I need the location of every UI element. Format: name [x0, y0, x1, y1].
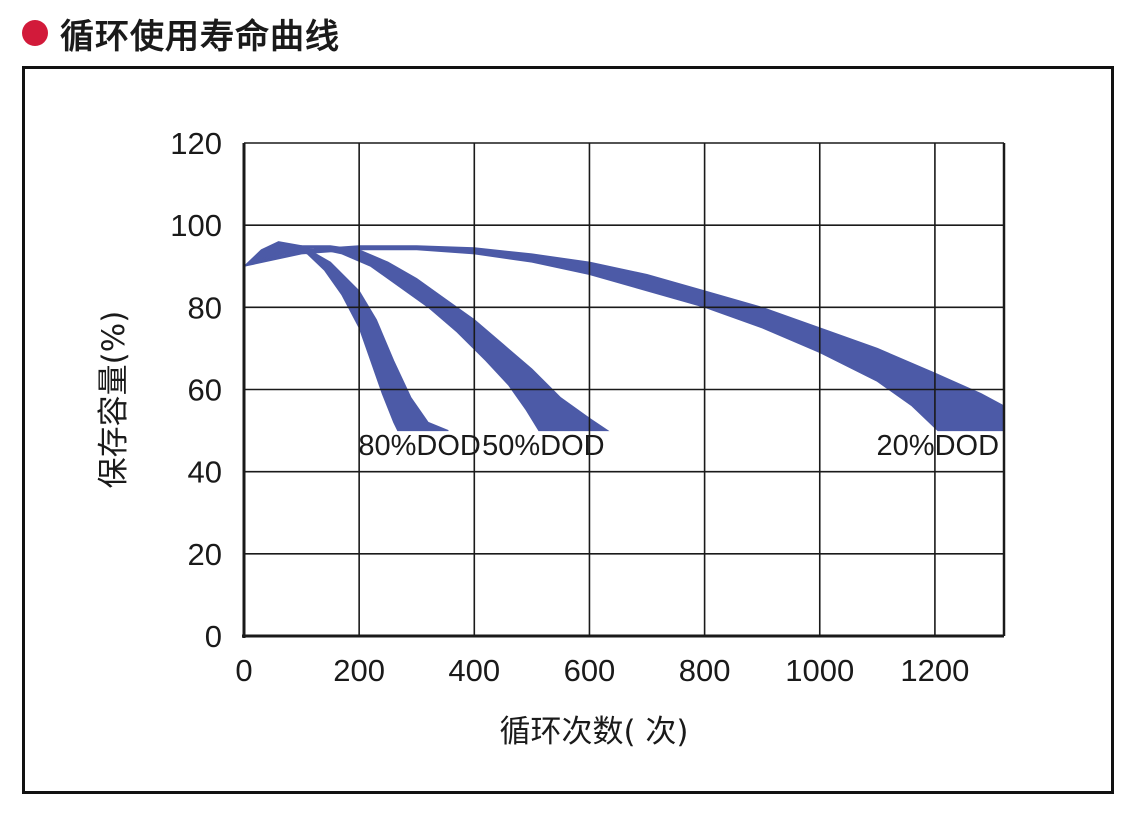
- red-dot-icon: [22, 20, 48, 46]
- grid-lines: [243, 142, 1005, 637]
- curve-band-80-pct-dod: [243, 241, 449, 432]
- y-tick-label: 60: [188, 373, 222, 408]
- curve-label: 80%DOD: [358, 430, 481, 462]
- y-tick-label: 120: [170, 126, 222, 161]
- x-tick-label: 0: [235, 653, 252, 688]
- y-tick-label: 80: [188, 290, 222, 325]
- y-tick-labels: 0 20 40 60 80 100 120: [170, 126, 222, 654]
- curve-labels: 80%DOD 50%DOD 20%DOD: [358, 430, 999, 462]
- y-tick-label: 100: [170, 208, 222, 243]
- x-tick-label: 800: [679, 653, 731, 688]
- x-tick-label: 600: [564, 653, 616, 688]
- curve-label: 20%DOD: [877, 430, 1000, 462]
- chart-title-row: 循环使用寿命曲线: [22, 10, 340, 57]
- x-tick-label: 1000: [785, 653, 854, 688]
- x-tick-label: 400: [448, 653, 500, 688]
- curve-label: 50%DOD: [482, 430, 605, 462]
- y-tick-label: 40: [188, 455, 222, 490]
- x-axis-title: 循环次数( 次): [499, 714, 688, 750]
- chart-frame: [22, 66, 1114, 794]
- curve-band-50-pct-dod: [243, 245, 610, 432]
- axes: [242, 143, 1006, 638]
- x-tick-labels: 0 200 400 600 800 1000 1200: [235, 653, 969, 688]
- x-tick-label: 200: [333, 653, 385, 688]
- y-tick-label: 20: [188, 537, 222, 572]
- curve-bands: [243, 241, 1005, 432]
- curve-band-20-pct-dod: [243, 245, 1005, 432]
- chart-title: 循环使用寿命曲线: [60, 16, 340, 57]
- y-axis-title: 保存容量(%): [96, 311, 132, 489]
- x-tick-label: 1200: [900, 653, 969, 688]
- y-tick-label: 0: [205, 619, 222, 654]
